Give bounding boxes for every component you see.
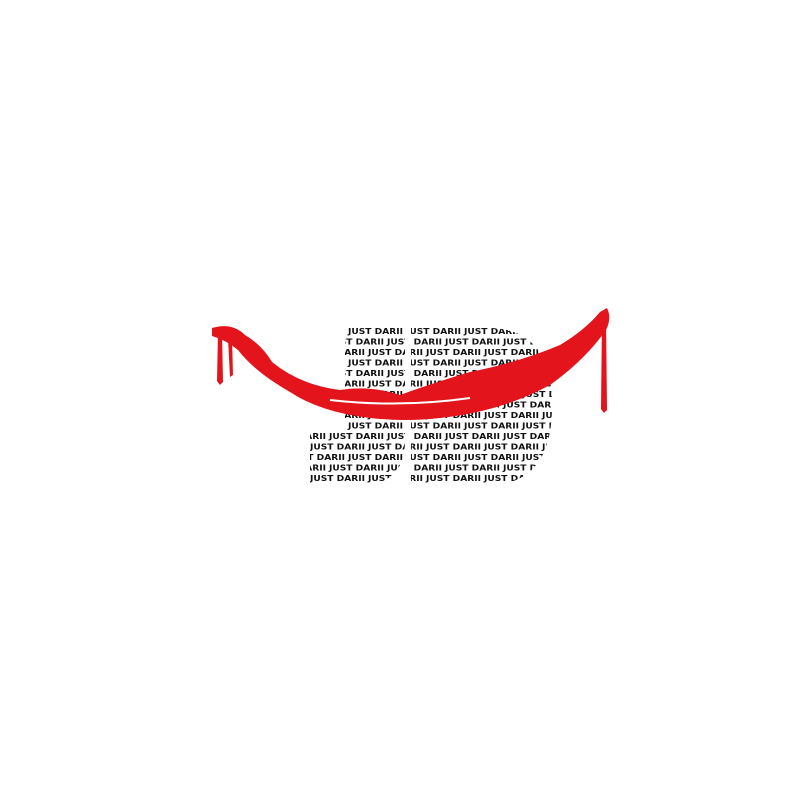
- drip: [228, 338, 233, 377]
- pattern-text: JUST DARII: [270, 464, 326, 473]
- pattern-text: JUST DARII: [347, 359, 403, 368]
- pattern-text: JUST DARII: [463, 422, 519, 431]
- pattern-text: JUST DARII: [386, 369, 442, 378]
- pattern-text: JUST DARII: [405, 422, 461, 431]
- pattern-text: JUST DARII: [463, 485, 519, 494]
- pattern-text: JUST DARII: [405, 453, 461, 462]
- pattern-text: JUST DARII: [502, 432, 558, 441]
- pattern-text: JUST DARII: [328, 464, 384, 473]
- pattern-text: JUST DARII: [502, 401, 558, 410]
- pattern-text: JUST DARII: [386, 432, 442, 441]
- pattern-text: JUST DARII: [521, 453, 577, 462]
- lip-line: [329, 397, 471, 405]
- pattern-text: JUST DARII: [521, 422, 577, 431]
- pattern-text: JUST DARII: [521, 390, 577, 399]
- pattern-text: JUST DARII: [309, 474, 365, 483]
- pattern-text: JUST DARII: [483, 348, 539, 357]
- pattern-text: JUST DARII: [367, 380, 423, 389]
- pattern-text: JUST DARII: [444, 464, 500, 473]
- pattern-text: JUST DARII: [386, 464, 442, 473]
- pattern-text: JUST DARII: [405, 327, 461, 336]
- pattern-text: JUST DARII: [483, 411, 539, 420]
- pattern-text: JUST DARII: [502, 464, 558, 473]
- pattern-text: JUST DARII: [405, 485, 461, 494]
- pattern-text: JUST DARII: [444, 432, 500, 441]
- pattern-text: JUST DARII: [367, 348, 423, 357]
- pattern-text: JUST DARII: [367, 443, 423, 452]
- pattern-text: JUST DARII: [425, 474, 481, 483]
- pattern-text: JUST DARII: [347, 453, 403, 462]
- pattern-text: JUST DARII: [463, 327, 519, 336]
- pattern-text: JUST DARII: [328, 369, 384, 378]
- pattern-text: JUST DARII: [425, 443, 481, 452]
- pattern-text: JUST DARII: [347, 422, 403, 431]
- pattern-text: JUST DARII: [541, 411, 597, 420]
- pattern-text: JUST DARII: [328, 432, 384, 441]
- lips: [212, 308, 610, 420]
- pattern-text: JUST DARII: [289, 485, 345, 494]
- pattern-text: JUST DARII: [502, 338, 558, 347]
- drip: [217, 332, 223, 385]
- pattern-text: JUST DARII: [405, 359, 461, 368]
- pattern-text: JUST DARII: [347, 327, 403, 336]
- pattern-text: JUST DARII: [289, 453, 345, 462]
- pattern-text: JUST DARII: [463, 453, 519, 462]
- drip: [601, 318, 607, 413]
- pattern-text: JUST DARII: [425, 348, 481, 357]
- pattern-text: JUST DARII: [270, 432, 326, 441]
- smile: [212, 308, 610, 420]
- pattern-text: JUST DARII: [483, 443, 539, 452]
- pattern-text: JUST DARII: [463, 359, 519, 368]
- pattern-text: JUST DARII: [483, 474, 539, 483]
- pattern-text: JUST DARII: [444, 338, 500, 347]
- pattern-text: JUST DARII: [309, 443, 365, 452]
- pattern-text: JUST DARII: [386, 338, 442, 347]
- pattern-text: JUST DARII: [328, 338, 384, 347]
